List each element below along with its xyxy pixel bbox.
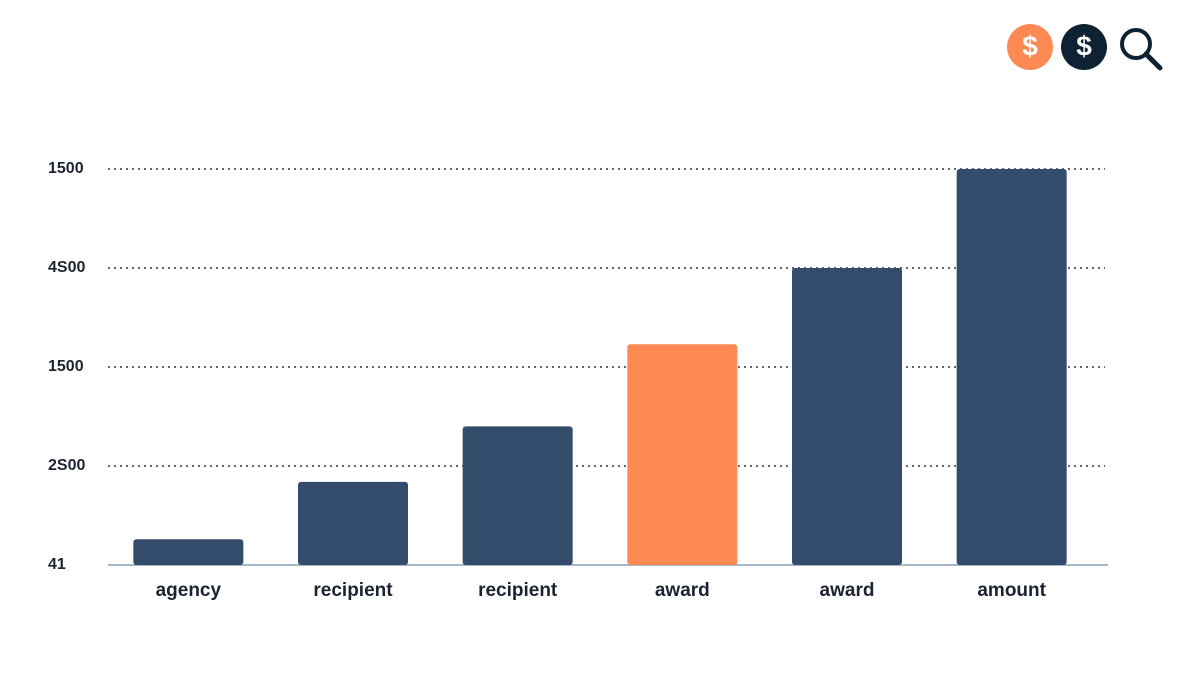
- x-tick-label: award: [820, 580, 875, 601]
- y-tick-label: 2S00: [48, 457, 85, 474]
- dollar-icon[interactable]: [1007, 24, 1053, 70]
- bar: [956, 169, 1067, 565]
- x-tick-label: recipient: [313, 580, 393, 601]
- x-tick-label: recipient: [478, 580, 558, 601]
- icon-label: $: [1022, 30, 1038, 61]
- dollar-icon[interactable]: [1061, 24, 1107, 70]
- y-tick-label: 4S00: [48, 259, 85, 276]
- x-tick-label: award: [655, 580, 710, 601]
- y-tick-label: 1500: [48, 358, 84, 375]
- y-tick-label: 41: [48, 556, 66, 573]
- bar: [298, 481, 408, 565]
- search-icon[interactable]: [1120, 28, 1163, 71]
- icon-label: $: [1076, 30, 1092, 61]
- bar: [792, 268, 902, 565]
- x-tick-label: amount: [977, 580, 1046, 601]
- bar: [627, 344, 738, 565]
- y-tick-label: 1500: [48, 160, 84, 177]
- toolbar: $ $: [1007, 24, 1163, 71]
- x-tick-label: agency: [156, 580, 222, 601]
- bar: [462, 426, 573, 565]
- bar: [133, 539, 244, 565]
